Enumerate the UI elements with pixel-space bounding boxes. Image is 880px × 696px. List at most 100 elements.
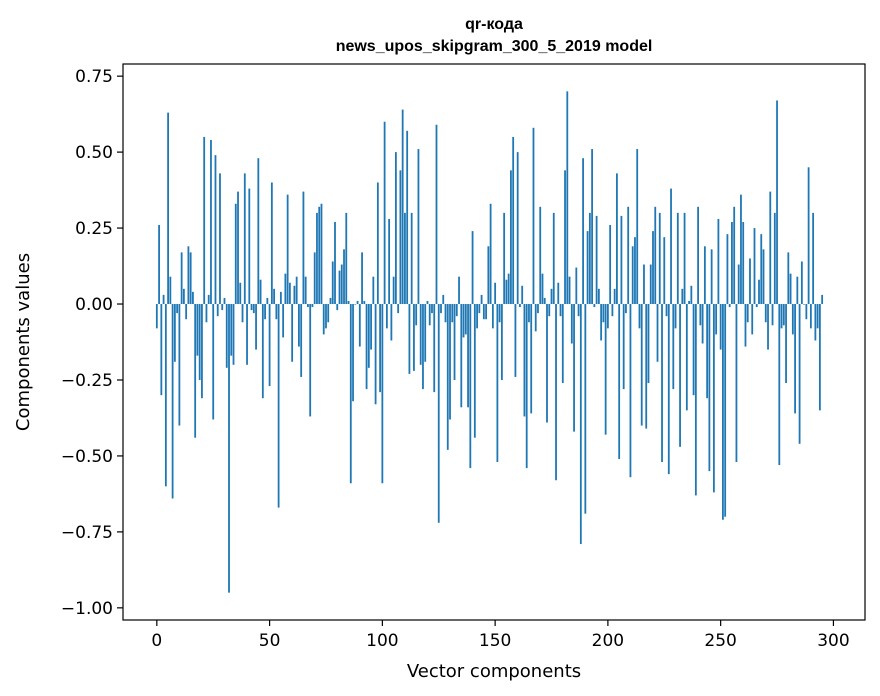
bar-120 [426, 300, 429, 305]
bar-211 [631, 246, 634, 305]
bar-20 [201, 304, 203, 399]
x-tick-label: 200 [592, 631, 624, 651]
bar-272 [769, 191, 772, 305]
bar-204 [616, 173, 618, 305]
bar-22 [205, 304, 208, 323]
bar-112 [408, 304, 411, 374]
bar-163 [523, 304, 526, 417]
bar-109 [401, 109, 404, 305]
bar-136 [462, 304, 465, 338]
bar-61 [293, 285, 296, 305]
bar-81 [338, 270, 341, 305]
bar-161 [519, 304, 521, 308]
bar-83 [343, 249, 345, 305]
bar-144 [480, 294, 483, 305]
bar-48 [264, 304, 266, 320]
bar-207 [622, 304, 625, 390]
bar-100 [381, 304, 384, 484]
bar-97 [374, 304, 377, 405]
bar-131 [451, 304, 454, 323]
bars-group [155, 91, 824, 593]
bar-91 [361, 252, 363, 305]
bar-201 [609, 225, 612, 305]
bar-238 [692, 304, 695, 396]
bar-113 [410, 212, 413, 305]
x-tick-label: 250 [704, 631, 736, 651]
bar-227 [667, 304, 670, 475]
bar-281 [789, 273, 792, 305]
bar-24 [210, 139, 212, 305]
bar-168 [534, 304, 537, 332]
bar-171 [541, 273, 544, 305]
bar-45 [257, 158, 260, 305]
bar-29 [221, 304, 224, 311]
bar-58 [286, 194, 289, 305]
bar-79 [334, 221, 336, 305]
bar-32 [228, 304, 230, 593]
bar-145 [482, 304, 485, 320]
bar-47 [261, 304, 264, 399]
bar-135 [460, 304, 463, 408]
bar-126 [440, 304, 442, 314]
bar-76 [327, 304, 330, 323]
bar-92 [363, 300, 366, 305]
bar-141 [473, 304, 476, 438]
bar-170 [539, 206, 542, 305]
bar-155 [505, 279, 508, 305]
bar-198 [602, 304, 605, 323]
bar-71 [316, 212, 318, 305]
y-tick-label: 0.00 [75, 295, 113, 315]
bar-89 [356, 300, 359, 305]
bar-259 [740, 194, 742, 305]
bar-256 [733, 206, 736, 305]
bar-258 [737, 264, 740, 305]
bar-1 [158, 225, 160, 305]
y-axis: 0.75 0.50 0.25 0.00 −0.25 −0.50 −0.75 −1.00 [61, 67, 123, 619]
bar-183 [568, 276, 571, 305]
bar-140 [471, 231, 474, 305]
bar-199 [604, 304, 607, 435]
bar-139 [469, 304, 472, 469]
bar-251 [722, 304, 724, 520]
bar-230 [674, 304, 677, 329]
bar-164 [525, 304, 528, 469]
bar-87 [352, 304, 354, 402]
bar-236 [688, 300, 690, 305]
bar-122 [431, 304, 433, 314]
bar-36 [237, 191, 239, 305]
bar-132 [453, 304, 456, 380]
bar-239 [694, 304, 697, 496]
bar-137 [464, 304, 467, 335]
x-tick-label: 150 [479, 631, 511, 651]
bar-192 [588, 212, 591, 305]
bar-196 [597, 288, 600, 305]
y-tick-label: −0.50 [61, 447, 113, 467]
bar-3 [162, 294, 165, 305]
bar-84 [345, 212, 348, 305]
bar-266 [755, 304, 758, 308]
bar-268 [760, 234, 763, 305]
bar-19 [198, 304, 201, 380]
chart-title-line-1: qr-кода [465, 16, 523, 33]
bar-205 [618, 304, 621, 459]
bar-254 [728, 304, 731, 308]
bar-78 [331, 261, 334, 305]
bar-15 [189, 252, 192, 305]
bar-184 [570, 304, 573, 344]
bar-54 [277, 304, 280, 508]
bar-11 [180, 252, 183, 305]
bar-10 [178, 304, 181, 426]
bar-277 [780, 304, 783, 329]
bar-99 [379, 304, 381, 393]
bar-42 [250, 304, 253, 311]
bar-245 [708, 304, 711, 472]
bar-72 [318, 206, 321, 305]
bar-133 [455, 304, 458, 317]
bar-284 [796, 276, 799, 305]
bar-93 [365, 304, 368, 390]
bar-267 [758, 279, 760, 305]
bar-278 [782, 304, 785, 326]
bar-169 [537, 304, 539, 314]
y-tick-label: −0.75 [61, 523, 113, 543]
y-tick-label: −1.00 [61, 599, 113, 619]
